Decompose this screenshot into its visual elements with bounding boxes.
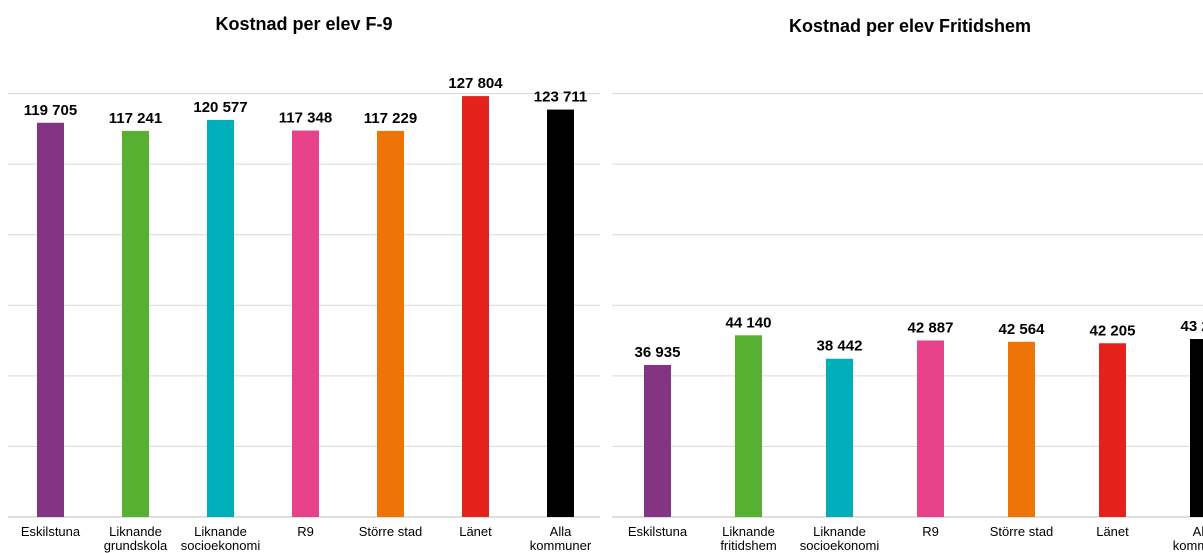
data-label: 123 711 [534,89,587,106]
bar [37,122,64,517]
category-label: Liknande socioekonomi [800,524,880,553]
chart-2: Kostnad per elev Fritidshem 36 935 Eskilst… [612,16,1203,553]
data-label: 43 237 [1181,318,1203,335]
data-label: 38 442 [817,338,863,355]
bar [1190,339,1203,517]
data-label: 36 935 [635,344,681,361]
category-label: Eskilstuna [21,524,81,539]
data-label: 42 564 [999,321,1046,338]
bar [292,130,319,517]
category-label: Liknande fritidshem [720,524,776,553]
category-label: Större stad [359,524,423,539]
chart-1: Kostnad per elev F-9 119 705 Eskilstuna 117… [8,14,600,553]
bar [644,364,671,517]
bar [735,335,762,517]
bar [1008,341,1035,517]
bar [207,119,234,517]
category-label: R9 [922,524,939,539]
category-label: Länet [1096,524,1129,539]
data-label: 127 804 [448,75,503,92]
data-label: 42 205 [1090,322,1136,339]
category-label: Länet [459,524,492,539]
category-label: Liknande grundskola [104,524,168,553]
bar [547,109,574,518]
bar [122,130,149,518]
data-label: 117 241 [109,110,162,127]
category-label: Eskilstuna [628,524,688,539]
bar [917,340,944,517]
data-label: 117 229 [364,110,417,127]
data-label: 44 140 [726,314,772,331]
bar [826,358,853,517]
category-label: R9 [297,524,314,539]
category-label: Större stad [990,524,1054,539]
data-label: 117 348 [279,110,332,127]
data-label: 42 887 [908,319,954,336]
bar [462,96,489,518]
category-label: Liknande socioekonomi [181,524,261,553]
bar [377,130,404,517]
data-label: 119 705 [24,102,77,119]
data-label: 120 577 [193,99,247,116]
chart-title: Kostnad per elev Fritidshem [789,16,1031,36]
chart-title: Kostnad per elev F-9 [215,14,392,34]
bar [1099,343,1126,517]
